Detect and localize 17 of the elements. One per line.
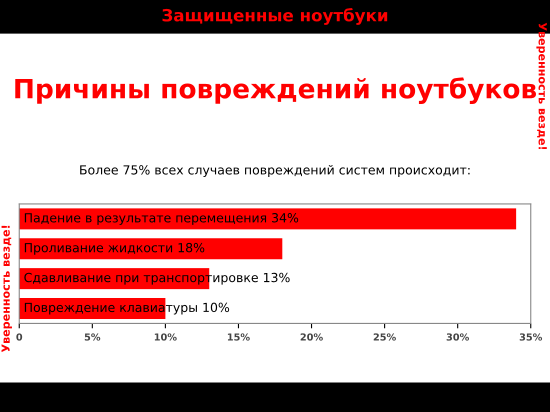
x-tick-label: 0 [16,333,22,341]
bar [19,208,516,230]
text: Уверенность везде! [536,22,547,150]
x-tick-label: 10% [154,333,177,341]
x-tick-label: 35% [520,333,542,341]
x-tick-label: 15% [228,333,250,341]
x-tick-label: 20% [300,333,323,341]
chart-subtitle: Более 75% всех случаев повреждений систем происходит: [80,164,470,178]
chart-title: Причины повреждений ноутбуков [15,77,536,104]
bar [19,238,282,260]
x-tick-label: 25% [374,333,396,341]
text: Защищенные ноутбуки [162,8,388,25]
y-tick-label: Проливание жидкости 18% [24,242,204,255]
y-tick-label: Падение в результате перемещения 34% [24,213,298,225]
x-tick-label: 30% [446,333,470,341]
x-tick-label: 5% [84,333,100,341]
text: Уверенность везде! [2,226,12,352]
